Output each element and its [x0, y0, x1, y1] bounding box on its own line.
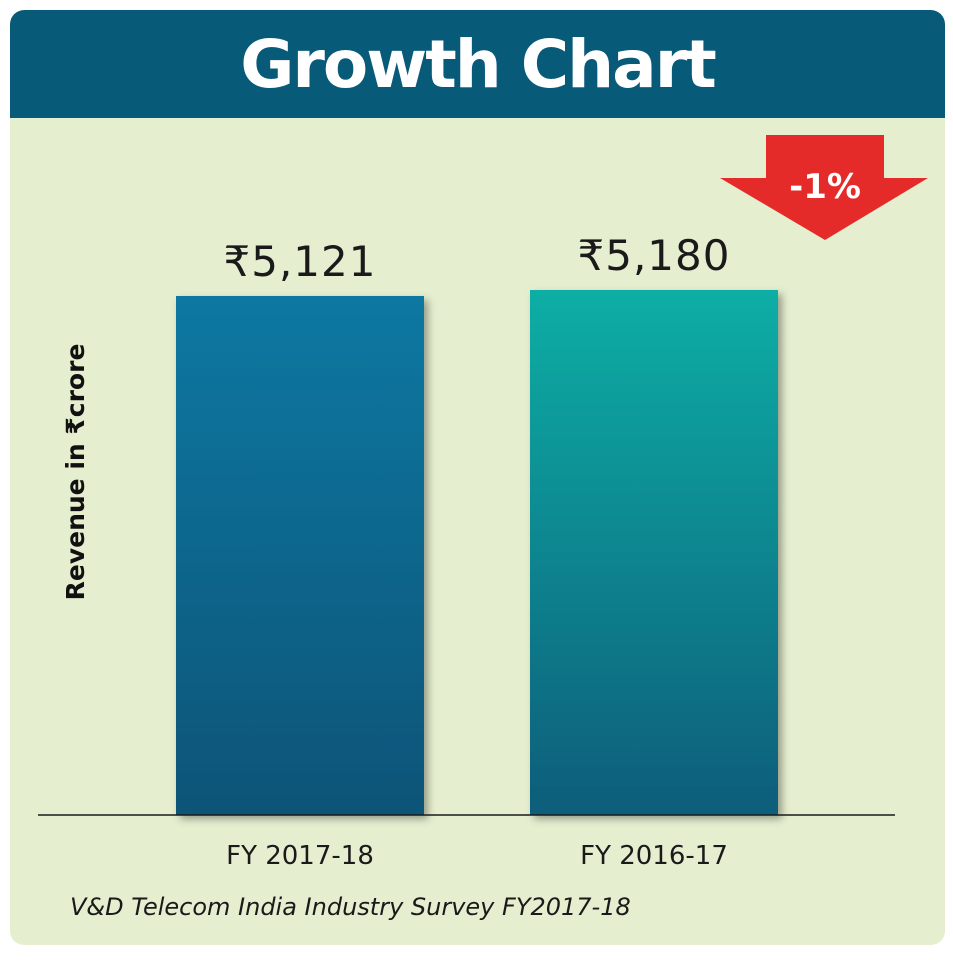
x-tick-label: FY 2017-18: [226, 841, 374, 871]
bar-fy2017-18: [176, 295, 424, 815]
y-axis-label: Revenue in ₹crore: [61, 344, 90, 601]
bar-fy2016-17: [530, 290, 778, 816]
source-note: V&D Telecom India Industry Survey FY2017…: [70, 893, 631, 921]
x-tick-label: FY 2016-17: [580, 841, 728, 871]
value-label: ₹5,180: [578, 231, 731, 280]
down-arrow-icon: [720, 135, 928, 240]
change-arrow: -1%: [720, 135, 928, 240]
chart-title: Growth Chart: [240, 25, 717, 103]
title-bar: Growth Chart: [10, 10, 945, 118]
value-label: ₹5,121: [224, 237, 377, 286]
change-label: -1%: [789, 167, 861, 207]
